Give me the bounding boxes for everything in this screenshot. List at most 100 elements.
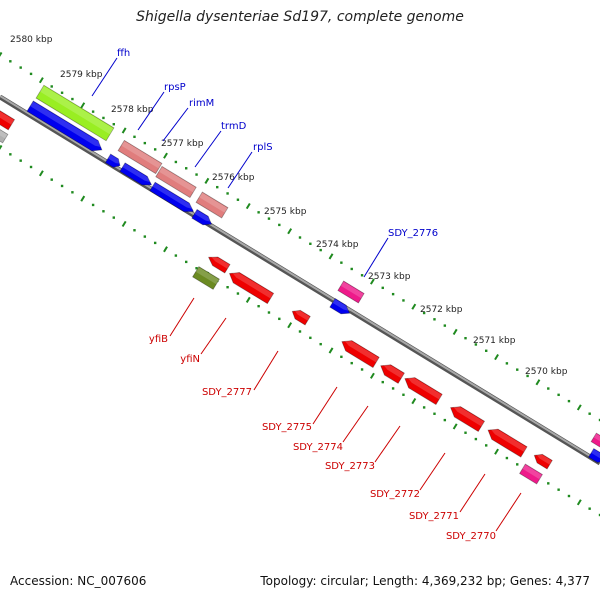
kbp-label: 2580 kbp: [10, 35, 53, 45]
minor-tick: [340, 261, 343, 264]
major-tick: [163, 246, 168, 253]
SDY_2777-leader: [253, 350, 279, 391]
major-tick: [576, 499, 582, 506]
minor-tick: [567, 494, 571, 498]
SDY_2772-leader: [419, 452, 446, 491]
minor-tick: [443, 324, 447, 327]
minor-tick: [19, 66, 22, 69]
major-tick: [38, 77, 44, 84]
map-title: Shigella dysenteriae Sd197, complete gen…: [136, 9, 464, 25]
major-tick: [494, 448, 499, 455]
minor-tick: [133, 135, 136, 139]
minor-tick: [236, 198, 240, 201]
minor-tick: [598, 513, 600, 517]
minor-tick: [257, 211, 260, 214]
top-gene-labels: ffh rpsP rimM trmD rplS SDY_2776: [117, 48, 438, 239]
minor-tick: [588, 412, 591, 415]
blue-cds: [191, 208, 213, 226]
major-tick: [80, 102, 86, 109]
minor-tick: [567, 399, 571, 403]
minor-tick: [402, 393, 405, 396]
minor-tick: [143, 235, 147, 238]
kbp-label: 2579 kbp: [60, 70, 103, 80]
rplS-leader: [227, 151, 253, 189]
minor-tick: [278, 317, 281, 321]
minor-tick: [360, 368, 364, 371]
gene-label-SDY_2776: SDY_2776: [388, 228, 438, 239]
minor-tick: [391, 387, 395, 390]
minor-tick: [226, 192, 229, 195]
SDY_2774-leader: [342, 405, 369, 443]
blue-cds: [26, 100, 104, 152]
major-tick: [369, 372, 375, 379]
kbp-label: 2575 kbp: [264, 207, 307, 217]
red-cds: [404, 376, 443, 406]
major-tick: [245, 202, 251, 210]
gene-label-ffh: ffh: [117, 48, 130, 59]
red-cds: [533, 453, 553, 470]
magenta-feature: [337, 280, 365, 304]
minor-tick: [29, 165, 33, 169]
minor-tick: [226, 286, 229, 289]
minor-tick: [195, 267, 198, 270]
red-cds: [487, 427, 528, 458]
minor-tick: [557, 488, 560, 491]
major-tick: [535, 379, 541, 386]
pink-feature: [155, 165, 197, 199]
ffh-leader: [91, 57, 118, 97]
minor-tick: [433, 412, 436, 415]
kbp-label: 2571 kbp: [473, 336, 516, 346]
major-tick: [204, 177, 210, 184]
red-cds: [291, 309, 311, 326]
minor-tick: [50, 85, 53, 88]
kbp-labels: 2580 kbp 2579 kbp 2578 kbp 2577 kbp 2576…: [10, 35, 568, 377]
major-tick: [0, 144, 3, 150]
topology-text: Topology: circular; Length: 4,369,232 bp…: [260, 574, 590, 588]
minor-tick: [195, 173, 198, 176]
major-tick: [121, 220, 127, 228]
minor-tick: [9, 153, 12, 156]
major-tick: [328, 253, 334, 260]
accession-text: Accession: NC_007606: [10, 574, 147, 588]
gene-features: [0, 84, 600, 485]
minor-tick: [71, 191, 74, 194]
minor-tick: [381, 286, 384, 290]
gene-label-SDY_2772: SDY_2772: [370, 489, 420, 500]
red-cds: [207, 255, 231, 274]
minor-tick: [464, 431, 467, 434]
minor-tick: [526, 374, 529, 378]
gene-label-SDY_2774: SDY_2774: [293, 442, 343, 453]
minor-tick: [485, 444, 488, 447]
major-tick: [287, 322, 293, 329]
gene-label-SDY_2771: SDY_2771: [409, 511, 459, 522]
red-cds: [450, 405, 486, 433]
minor-tick: [557, 393, 560, 397]
gene-label-rimM: rimM: [189, 98, 214, 109]
minor-tick: [350, 361, 353, 365]
minor-tick: [309, 336, 312, 340]
minor-tick: [257, 304, 260, 308]
SDY_2775-leader: [312, 386, 338, 425]
minor-tick: [60, 184, 64, 188]
pink-feature: [195, 191, 229, 219]
minor-tick: [474, 437, 478, 441]
minor-tick: [547, 482, 550, 485]
minor-tick: [9, 60, 12, 63]
blue-cds: [149, 181, 195, 212]
major-tick: [245, 296, 251, 303]
major-tick: [287, 228, 293, 235]
blue-cds: [119, 162, 153, 186]
red-cds: [0, 107, 16, 131]
magenta-feature: [519, 463, 543, 485]
minor-tick: [505, 362, 509, 365]
minor-tick: [319, 342, 322, 346]
minor-tick: [267, 311, 271, 314]
kbp-label: 2573 kbp: [368, 272, 411, 282]
minor-tick: [174, 160, 178, 164]
major-tick: [38, 170, 44, 177]
kbp-label: 2574 kbp: [316, 240, 359, 250]
minor-tick: [19, 159, 22, 162]
gene-label-yfiN: yfiN: [180, 354, 200, 365]
rpsP-leader: [137, 91, 165, 131]
